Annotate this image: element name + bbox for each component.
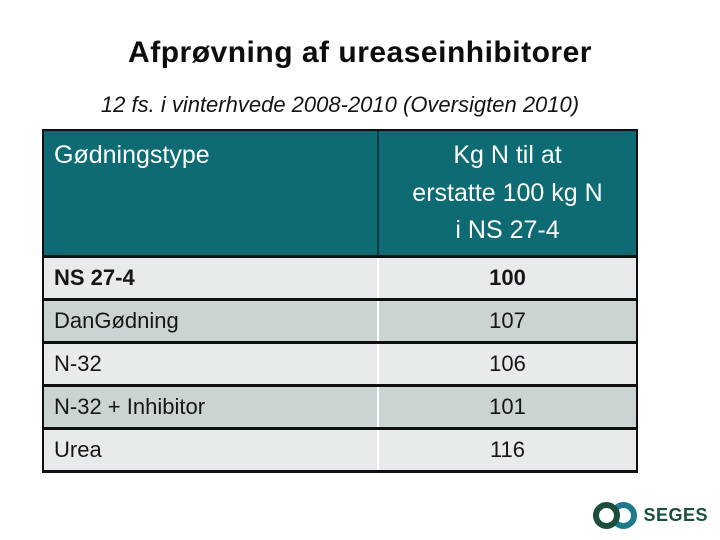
row-value: 107 — [489, 308, 526, 333]
row-value: 100 — [489, 265, 526, 290]
table-header-fertilizer-type: Gødningstype — [44, 131, 379, 255]
table-row: N-32 106 — [44, 341, 636, 384]
row-label: N-32 — [44, 344, 379, 384]
table-header-kg-n: Kg N til at erstatte 100 kg N i NS 27-4 — [412, 141, 603, 244]
slide-title: Afprøvning af ureaseinhibitorer — [128, 36, 592, 69]
table-row: NS 27-4 100 — [44, 255, 636, 298]
row-value: 106 — [489, 351, 526, 376]
row-label: N-32 + Inhibitor — [44, 387, 379, 427]
row-value: 116 — [489, 437, 526, 462]
table-row: N-32 + Inhibitor 101 — [44, 384, 636, 427]
seges-logo: SEGES — [593, 502, 708, 529]
row-label: NS 27-4 — [44, 258, 379, 298]
table-row: Urea 116 — [44, 427, 636, 470]
row-label: DanGødning — [44, 301, 379, 341]
table-header-row: Gødningstype Kg N til at erstatte 100 kg… — [44, 131, 636, 255]
row-value: 101 — [489, 394, 526, 419]
table-row: DanGødning 107 — [44, 298, 636, 341]
slide-subtitle: 12 fs. i vinterhvede 2008-2010 (Oversigt… — [100, 92, 580, 117]
seges-logo-text: SEGES — [643, 505, 708, 525]
row-label: Urea — [44, 430, 379, 470]
fertilizer-table: Gødningstype Kg N til at erstatte 100 kg… — [42, 129, 638, 473]
seges-ring-green-icon — [593, 502, 621, 529]
